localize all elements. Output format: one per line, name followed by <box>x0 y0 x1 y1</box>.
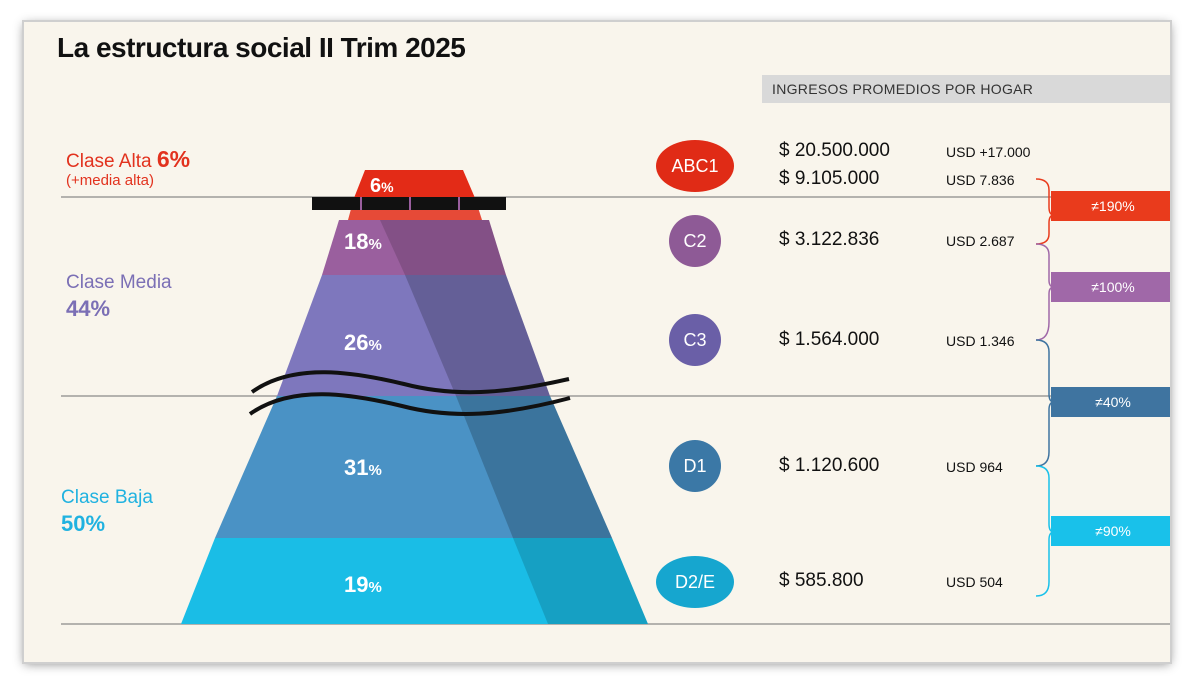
usd-d1: USD 964 <box>946 459 1003 475</box>
clase-alta-name: Clase Alta <box>66 151 152 172</box>
clase-baja-name: Clase Baja <box>61 487 153 508</box>
usd-abc1-bottom: USD 7.836 <box>946 172 1015 188</box>
page-title: La estructura social II Trim 2025 <box>57 32 466 63</box>
pyramid-tier-26-shade <box>405 275 550 396</box>
ars-c3: $ 1.564.000 <box>779 329 880 350</box>
diff-bar-190: ≠190% <box>1051 191 1170 221</box>
tier-label-6: 6% <box>370 175 394 197</box>
pyramid-diagram: 6% 18% 26% 31% 19% <box>61 170 1170 625</box>
pyramid-tier-26 <box>277 275 550 396</box>
infographic-frame: La estructura social II Trim 2025 INGRES… <box>24 22 1170 662</box>
clase-baja-pct: 50% <box>61 511 106 536</box>
ars-c2: $ 3.122.836 <box>779 229 880 250</box>
income-header-bar: INGRESOS PROMEDIOS POR HOGAR <box>762 75 1170 103</box>
tier-label-26: 26% <box>344 330 382 355</box>
badge-d1: D1 <box>669 440 721 492</box>
pyramid-tier-19 <box>181 538 648 624</box>
break-wave-bottom <box>248 392 571 416</box>
usd-abc1-top: USD +17.000 <box>946 144 1031 160</box>
pyramid-tier-18 <box>322 220 506 275</box>
ars-d2e: $ 585.800 <box>779 570 864 591</box>
ars-abc1-top: $ 20.500.000 <box>779 140 890 161</box>
pyramid-tier-19-shade <box>513 538 648 624</box>
pyramid-tier-31-shade <box>456 396 612 538</box>
tier-label-31: 31% <box>344 455 382 480</box>
clase-alta-pct: 6% <box>156 146 191 172</box>
badge-c3: C3 <box>669 314 721 366</box>
badge-abc1: ABC1 <box>656 140 734 192</box>
pyramid-tier-18-shade <box>380 220 506 275</box>
diff-bar-40: ≠40% <box>1051 387 1170 417</box>
diff-bar-100: ≠100% <box>1051 272 1170 302</box>
ars-abc1-bottom: $ 9.105.000 <box>779 168 880 189</box>
diff-bar-90: ≠90% <box>1051 516 1170 546</box>
badge-c2: C2 <box>669 215 721 267</box>
badge-d2e: D2/E <box>656 556 734 608</box>
usd-d2e: USD 504 <box>946 574 1003 590</box>
income-header-label: INGRESOS PROMEDIOS POR HOGAR <box>772 81 1034 97</box>
clase-media-pct: 44% <box>66 296 111 321</box>
usd-c3: USD 1.346 <box>946 333 1015 349</box>
usd-c2: USD 2.687 <box>946 233 1015 249</box>
pyramid-tier-6 <box>354 170 475 198</box>
break-wave-top <box>250 370 570 395</box>
clase-alta-sub: (+media alta) <box>66 172 154 189</box>
ars-d1: $ 1.120.600 <box>779 455 880 476</box>
pyramid-tier-31 <box>215 396 612 538</box>
clase-media-name: Clase Media <box>66 272 172 293</box>
label-clase-alta: Clase Alta 6% <box>66 146 190 173</box>
tier-label-19: 19% <box>344 572 382 597</box>
tier-label-18: 18% <box>344 229 382 254</box>
